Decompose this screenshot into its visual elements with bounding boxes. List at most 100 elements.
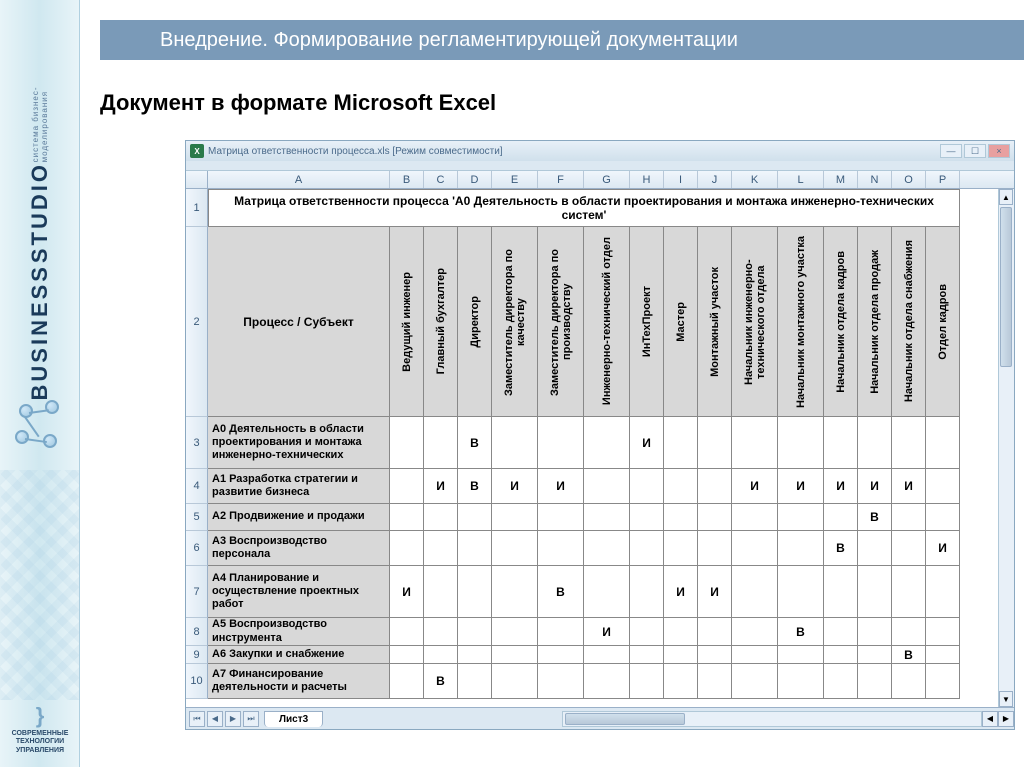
col-header-B[interactable]: B xyxy=(390,171,424,188)
row-label[interactable]: A6 Закупки и снабжение xyxy=(208,646,390,664)
sheet-tab-active[interactable]: Лист3 xyxy=(264,711,323,727)
col-header-I[interactable]: I xyxy=(664,171,698,188)
scroll-down-button[interactable]: ▼ xyxy=(999,691,1013,707)
data-cell[interactable] xyxy=(698,618,732,646)
data-cell[interactable] xyxy=(492,417,538,469)
col-header-G[interactable]: G xyxy=(584,171,630,188)
data-cell[interactable] xyxy=(858,531,892,566)
data-cell[interactable] xyxy=(778,566,824,618)
data-cell[interactable] xyxy=(538,504,584,531)
data-cell[interactable] xyxy=(492,566,538,618)
header-subject-0[interactable]: Ведущий инженер xyxy=(390,227,424,417)
row-label[interactable]: A3 Воспроизводство персонала xyxy=(208,531,390,566)
data-cell[interactable] xyxy=(630,566,664,618)
row-label[interactable]: A4 Планирование и осуществление проектны… xyxy=(208,566,390,618)
data-cell[interactable] xyxy=(424,417,458,469)
row-label[interactable]: A2 Продвижение и продажи xyxy=(208,504,390,531)
data-cell[interactable]: В xyxy=(778,618,824,646)
data-cell[interactable] xyxy=(892,531,926,566)
data-cell[interactable] xyxy=(584,469,630,504)
data-cell[interactable] xyxy=(538,417,584,469)
data-cell[interactable] xyxy=(926,618,960,646)
header-subject-7[interactable]: Мастер xyxy=(664,227,698,417)
data-cell[interactable] xyxy=(458,664,492,699)
data-cell[interactable] xyxy=(584,566,630,618)
data-cell[interactable] xyxy=(732,417,778,469)
data-cell[interactable] xyxy=(424,618,458,646)
col-header-P[interactable]: P xyxy=(926,171,960,188)
data-cell[interactable] xyxy=(698,417,732,469)
data-cell[interactable] xyxy=(778,417,824,469)
header-subject-3[interactable]: Заместитель директора по качеству xyxy=(492,227,538,417)
row-header-1[interactable]: 1 xyxy=(186,189,208,227)
data-cell[interactable]: И xyxy=(926,531,960,566)
data-cell[interactable] xyxy=(458,646,492,664)
data-cell[interactable] xyxy=(424,566,458,618)
excel-sheet-area[interactable]: 12345678910 Матрица ответственности проц… xyxy=(186,189,1014,709)
data-cell[interactable] xyxy=(538,664,584,699)
header-subject-8[interactable]: Монтажный участок xyxy=(698,227,732,417)
data-cell[interactable] xyxy=(926,566,960,618)
data-cell[interactable] xyxy=(824,646,858,664)
col-header-F[interactable]: F xyxy=(538,171,584,188)
horizontal-scrollbar[interactable] xyxy=(562,711,982,727)
data-cell[interactable]: И xyxy=(732,469,778,504)
hscroll-thumb[interactable] xyxy=(565,713,685,725)
col-header-O[interactable]: O xyxy=(892,171,926,188)
vertical-scrollbar[interactable]: ▲ ▼ xyxy=(998,189,1014,707)
header-subject-14[interactable]: Отдел кадров xyxy=(926,227,960,417)
data-cell[interactable] xyxy=(732,504,778,531)
data-cell[interactable] xyxy=(892,417,926,469)
data-cell[interactable] xyxy=(390,531,424,566)
row-header-3[interactable]: 3 xyxy=(186,417,208,469)
data-cell[interactable] xyxy=(584,664,630,699)
row-header-4[interactable]: 4 xyxy=(186,469,208,504)
data-cell[interactable] xyxy=(630,469,664,504)
data-cell[interactable] xyxy=(892,664,926,699)
col-header-M[interactable]: M xyxy=(824,171,858,188)
header-subject-11[interactable]: Начальник отдела кадров xyxy=(824,227,858,417)
header-subject-2[interactable]: Директор xyxy=(458,227,492,417)
data-cell[interactable] xyxy=(778,664,824,699)
col-header-A[interactable]: A xyxy=(208,171,390,188)
data-cell[interactable]: В xyxy=(458,469,492,504)
header-process-subject[interactable]: Процесс / Субъект xyxy=(208,227,390,417)
data-cell[interactable] xyxy=(390,469,424,504)
data-cell[interactable]: В xyxy=(892,646,926,664)
data-cell[interactable] xyxy=(664,531,698,566)
header-subject-5[interactable]: Инженерно-технический отдел xyxy=(584,227,630,417)
data-cell[interactable]: И xyxy=(630,417,664,469)
data-cell[interactable] xyxy=(630,664,664,699)
data-cell[interactable]: И xyxy=(824,469,858,504)
window-close-button[interactable]: × xyxy=(988,144,1010,158)
header-subject-10[interactable]: Начальник монтажного участка xyxy=(778,227,824,417)
data-cell[interactable] xyxy=(698,469,732,504)
data-cell[interactable] xyxy=(892,566,926,618)
data-cell[interactable] xyxy=(458,566,492,618)
data-cell[interactable]: И xyxy=(892,469,926,504)
header-subject-9[interactable]: Начальник инженерно-технического отдела xyxy=(732,227,778,417)
data-cell[interactable] xyxy=(698,531,732,566)
header-subject-6[interactable]: ИнТехПроект xyxy=(630,227,664,417)
data-cell[interactable] xyxy=(732,566,778,618)
window-maximize-button[interactable]: ☐ xyxy=(964,144,986,158)
header-subject-13[interactable]: Начальник отдела снабжения xyxy=(892,227,926,417)
data-cell[interactable] xyxy=(664,504,698,531)
data-cell[interactable] xyxy=(492,504,538,531)
data-cell[interactable] xyxy=(492,531,538,566)
row-header-10[interactable]: 10 xyxy=(186,664,208,699)
data-cell[interactable] xyxy=(584,504,630,531)
data-cell[interactable]: В xyxy=(424,664,458,699)
data-cell[interactable]: В xyxy=(538,566,584,618)
row-header-5[interactable]: 5 xyxy=(186,504,208,531)
select-all-corner[interactable] xyxy=(186,171,208,188)
data-cell[interactable] xyxy=(390,504,424,531)
data-cell[interactable]: В xyxy=(858,504,892,531)
data-cell[interactable] xyxy=(824,417,858,469)
data-cell[interactable] xyxy=(858,646,892,664)
row-label[interactable]: A0 Деятельность в области проектирования… xyxy=(208,417,390,469)
data-cell[interactable] xyxy=(390,618,424,646)
data-cell[interactable]: И xyxy=(778,469,824,504)
data-cell[interactable] xyxy=(492,618,538,646)
data-cell[interactable]: И xyxy=(390,566,424,618)
